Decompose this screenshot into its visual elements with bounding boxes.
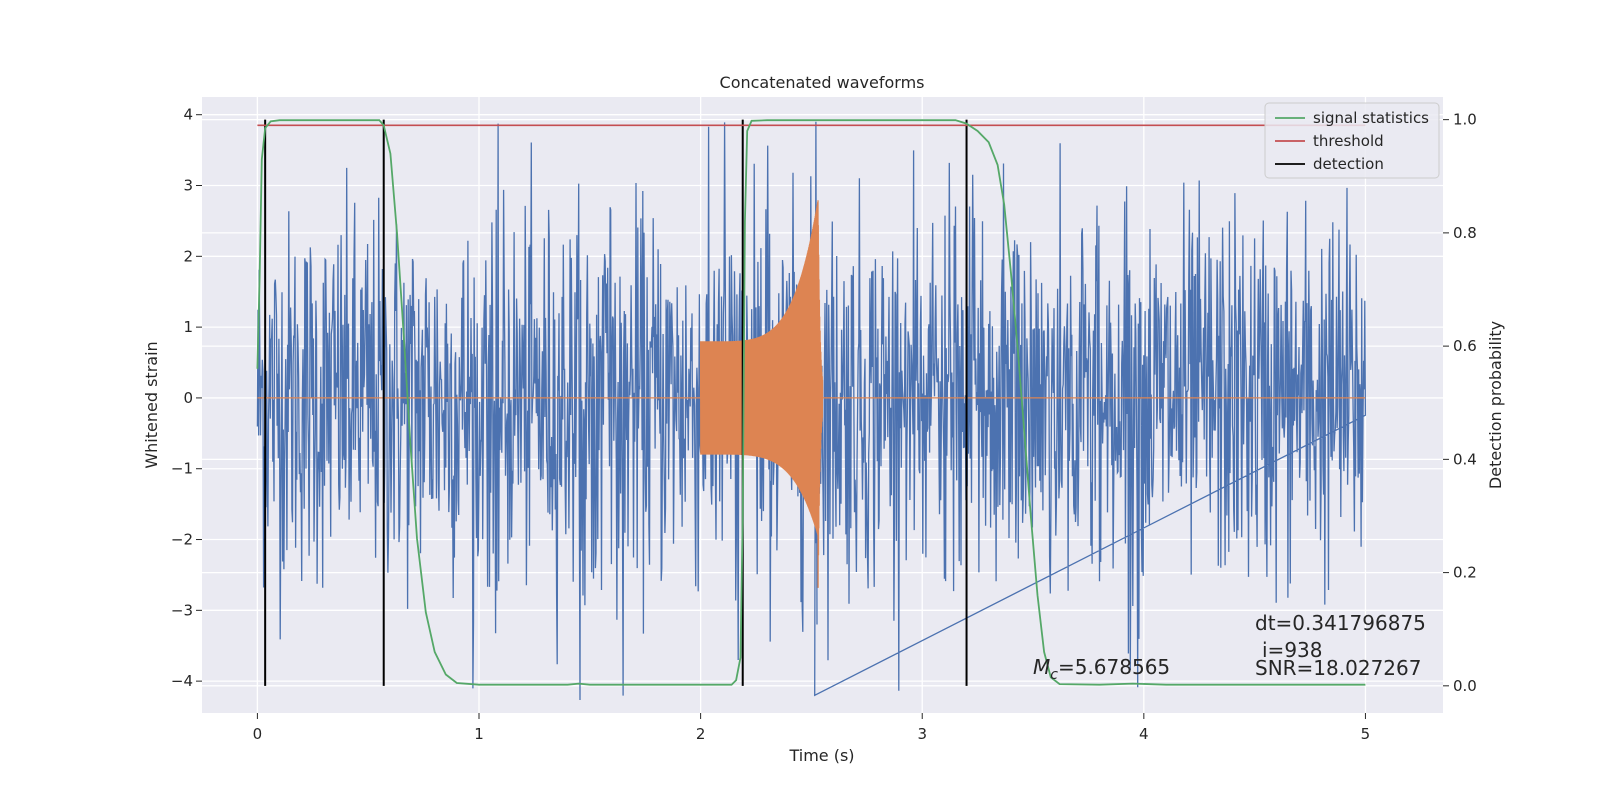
chirp-mass-value: =5.678565 — [1058, 655, 1170, 679]
y-tick-label: −2 — [171, 531, 193, 549]
y2-tick-label: 0.0 — [1453, 677, 1477, 695]
y-tick-label: −3 — [171, 601, 193, 619]
y-tick-label: −4 — [171, 672, 193, 690]
y-axis-ticks: 4 3 2 1 0 −1 −2 −3 −4 — [171, 106, 202, 690]
x-tick-label: 3 — [917, 725, 927, 743]
legend-entry: threshold — [1313, 132, 1384, 150]
x-axis-label: Time (s) — [788, 746, 854, 765]
index-annotation: i=938 — [1262, 638, 1323, 662]
series-layer — [256, 119, 1367, 701]
legend-entry: signal statistics — [1313, 109, 1429, 127]
x-tick-label: 5 — [1361, 725, 1371, 743]
y-tick-label: 3 — [183, 177, 193, 195]
x-tick-label: 4 — [1139, 725, 1149, 743]
y-tick-label: 1 — [183, 318, 193, 336]
chart-title: Concatenated waveforms — [720, 73, 925, 92]
y2-tick-label: 1.0 — [1453, 111, 1477, 129]
y-axis-label: Whitened strain — [142, 341, 161, 468]
chirp-signal-series — [257, 200, 1366, 588]
chirp-mass-symbol: M — [1033, 655, 1050, 679]
y-tick-label: −1 — [171, 460, 193, 478]
x-tick-label: 1 — [474, 725, 484, 743]
legend: signal statistics threshold detection — [1264, 102, 1440, 179]
y-tick-label: 0 — [183, 389, 193, 407]
chirp-mass-annotation: Mc=5.678565 — [1033, 655, 1170, 683]
signal-statistics-series — [256, 119, 1366, 686]
snr-annotation: SNR=18.027267 — [1255, 656, 1421, 680]
y2-axis-label: Detection probability — [1486, 321, 1505, 489]
y2-tick-label: 0.6 — [1453, 337, 1477, 355]
x-tick-label: 0 — [253, 725, 263, 743]
legend-box — [1264, 102, 1440, 179]
y2-tick-label: 0.4 — [1453, 450, 1477, 468]
y2-axis-ticks: 1.0 0.8 0.6 0.4 0.2 0.0 — [1443, 111, 1477, 695]
x-axis-ticks: 0 1 2 3 4 5 — [253, 713, 1371, 743]
y2-tick-label: 0.8 — [1453, 224, 1477, 242]
legend-entry: detection — [1313, 155, 1384, 173]
y2-tick-label: 0.2 — [1453, 564, 1477, 582]
y-tick-label: 4 — [183, 106, 193, 124]
x-tick-label: 2 — [696, 725, 706, 743]
dt-annotation: dt=0.341796875 — [1255, 611, 1426, 635]
y-tick-label: 2 — [183, 247, 193, 265]
chirp-mass-subscript: c — [1050, 667, 1058, 683]
